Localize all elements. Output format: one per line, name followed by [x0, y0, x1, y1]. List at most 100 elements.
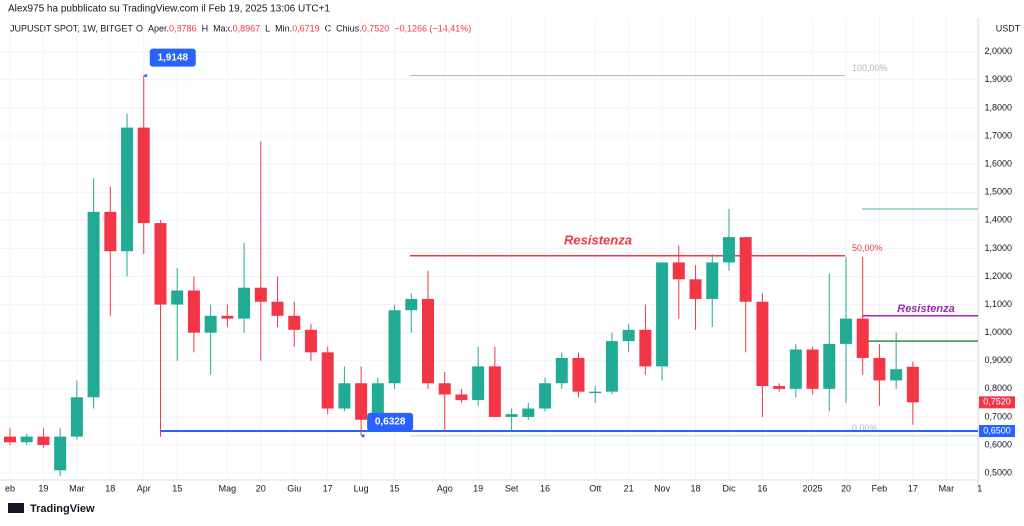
x-tick-label: Mar: [69, 483, 85, 493]
candle-body: [555, 357, 568, 384]
candle-body: [789, 349, 802, 389]
x-tick-label: 18: [691, 483, 701, 493]
candle-body: [87, 211, 100, 398]
x-tick-label: Ago: [437, 483, 453, 493]
candle-body: [288, 315, 301, 330]
y-tick-label: 0,7000: [984, 411, 1012, 421]
x-tick-label: Dic: [722, 483, 735, 493]
candle-body: [622, 329, 635, 342]
price-badge-label: 0,6500: [983, 425, 1011, 435]
x-tick-label: Set: [505, 483, 519, 493]
x-tick-label: Giu: [287, 483, 301, 493]
x-tick-label: 21: [624, 483, 634, 493]
x-tick-label: Lug: [354, 483, 369, 493]
y-tick-label: 1,3000: [984, 243, 1012, 253]
candle-body: [221, 315, 234, 319]
candle-body: [304, 329, 317, 353]
x-tick-label: 19: [38, 483, 48, 493]
price-badge: [979, 425, 1015, 437]
y-tick-label: 0,8000: [984, 383, 1012, 393]
fib-label: 100,00%: [852, 63, 888, 73]
y-tick-label: 1,1000: [984, 299, 1012, 309]
y-tick-label: 0,9000: [984, 355, 1012, 365]
ohlc-field: 0,8967: [233, 23, 261, 33]
candle-body: [321, 352, 334, 409]
y-tick-label: 2,0000: [984, 46, 1012, 56]
price-badge-label: 0,7520: [983, 397, 1011, 407]
symbol: JUPUSDT SPOT, 1W, BITGET: [10, 23, 133, 33]
candle-body: [472, 366, 485, 401]
x-tick-label: Ott: [589, 483, 602, 493]
resistance-label: Resistenza: [897, 303, 954, 315]
ohlc-field: L: [265, 23, 270, 33]
y-tick-label: 0,6000: [984, 439, 1012, 449]
y-tick-label: 1,9000: [984, 74, 1012, 84]
ohlc-field: Max.: [213, 23, 233, 33]
ohlc-field: 0,7520: [362, 23, 390, 33]
callout-box: [367, 412, 414, 431]
y-tick-label: 1,6000: [984, 158, 1012, 168]
candle-body: [254, 287, 267, 302]
candle-body: [706, 262, 719, 299]
candle-body: [572, 357, 585, 392]
candle-body: [438, 383, 451, 395]
candle-body: [355, 383, 368, 420]
ohlc-field: Chius.: [336, 23, 362, 33]
candle-body: [689, 279, 702, 299]
candle-body: [539, 383, 552, 409]
candle-body: [823, 343, 836, 389]
candle-body: [422, 298, 434, 384]
y-tick-label: 1,2000: [984, 271, 1012, 281]
x-tick-label: Mar: [939, 483, 955, 493]
candle-body: [405, 298, 418, 311]
fib-label: 50,00%: [852, 243, 883, 253]
x-tick-label: eb: [5, 483, 15, 493]
ohlc-field: H: [202, 23, 209, 33]
x-tick-label: 17: [908, 483, 918, 493]
candle-body: [488, 366, 501, 417]
candle-body: [20, 436, 33, 443]
author-line: Alex975 ha pubblicato su TradingView.com…: [8, 4, 330, 15]
candle-body: [204, 315, 217, 333]
x-tick-label: 20: [256, 483, 266, 493]
candle-body: [121, 127, 134, 252]
candle-body: [890, 369, 903, 381]
candle-body: [371, 383, 384, 420]
candle-body: [722, 237, 735, 263]
candle-body: [672, 262, 685, 280]
x-tick-label: 19: [473, 483, 483, 493]
ohlc-field: Min.: [275, 23, 292, 33]
x-tick-label: 16: [757, 483, 767, 493]
candle-body: [589, 391, 602, 394]
y-tick-label: 1,7000: [984, 130, 1012, 140]
candle-body: [338, 383, 351, 409]
candle-body: [171, 290, 184, 305]
candle-body: [773, 386, 786, 389]
candle-body: [54, 436, 67, 471]
candle-body: [806, 349, 819, 389]
currency: USDT: [996, 23, 1021, 33]
resistance-label: Resistenza: [564, 232, 632, 247]
candle-body: [522, 408, 535, 417]
candle-body: [137, 127, 150, 224]
ohlc-field: O: [136, 23, 143, 33]
y-tick-label: 1,0000: [984, 327, 1012, 337]
candle-body: [639, 329, 652, 367]
footer: TradingView: [30, 503, 95, 515]
candle-body: [4, 436, 16, 443]
price-badge: [979, 396, 1015, 409]
x-tick-label: Mag: [219, 483, 237, 493]
x-tick-label: 2025: [803, 483, 823, 493]
ohlc-field: 0,6719: [292, 23, 320, 33]
ohlc-field: Aper.: [148, 23, 169, 33]
candle-body: [187, 290, 200, 333]
candle-body: [605, 341, 618, 392]
x-tick-label: 1: [977, 483, 982, 493]
callout-anchor: [361, 434, 365, 438]
x-tick-label: 15: [390, 483, 400, 493]
candle-body: [271, 301, 284, 316]
candle-body: [455, 394, 468, 401]
candle-body: [238, 287, 251, 319]
y-tick-label: 0,5000: [984, 468, 1012, 478]
